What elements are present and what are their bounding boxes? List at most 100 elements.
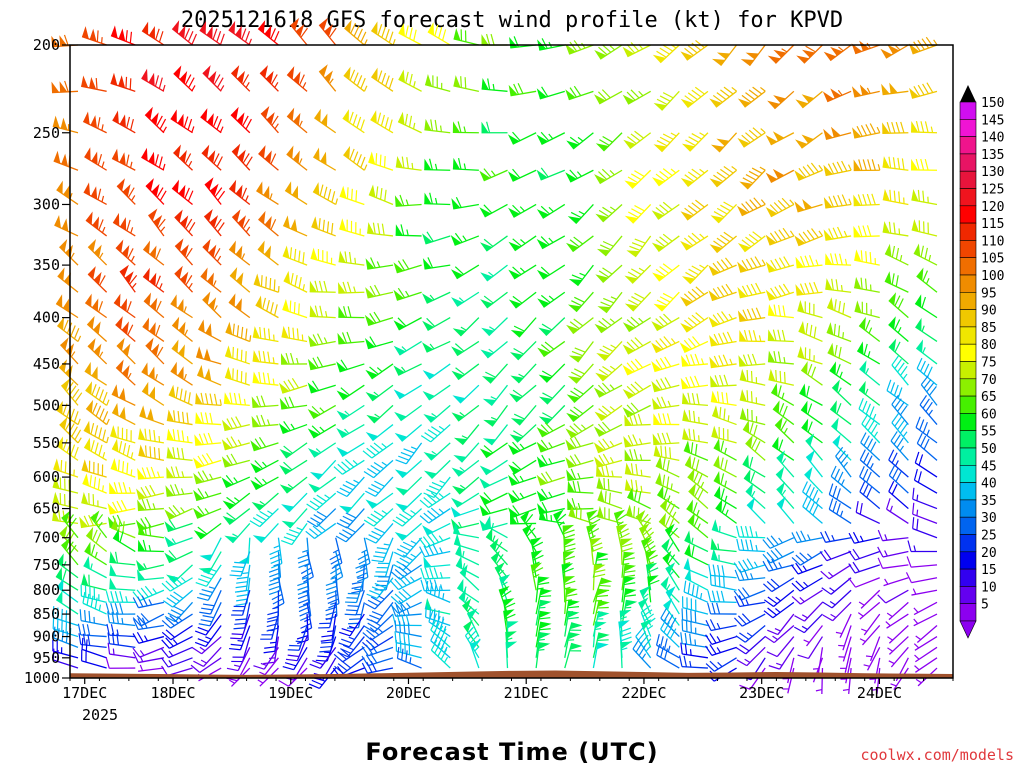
wind-barb: [538, 317, 566, 337]
wind-barb: [909, 82, 938, 99]
wind-barb: [452, 317, 480, 337]
wind-barb: [194, 613, 222, 636]
wind-barb: [290, 17, 308, 46]
y-tick-label: 350: [33, 256, 60, 274]
wind-barb: [161, 646, 193, 659]
wind-barb: [537, 291, 566, 308]
wind-barb: [713, 438, 737, 461]
wind-barb: [137, 498, 164, 512]
wind-barb: [430, 639, 451, 669]
colorbar-label: 70: [981, 373, 997, 388]
wind-barb: [859, 360, 881, 386]
wind-barb: [910, 158, 938, 171]
wind-barb: [621, 551, 636, 578]
wind-barb: [713, 485, 737, 510]
wind-barb: [622, 316, 652, 333]
wind-barb: [161, 575, 193, 592]
wind-barb: [452, 157, 479, 171]
wind-barb: [660, 618, 680, 648]
wind-barb: [776, 450, 795, 478]
wind-barb: [279, 396, 308, 410]
wind-barb: [318, 602, 337, 629]
wind-barb: [115, 239, 136, 266]
colorbar-swatch: [959, 361, 977, 380]
wind-barb: [202, 65, 225, 92]
wind-barb: [710, 374, 737, 388]
x-tick-label: 18DEC: [150, 684, 195, 702]
wind-barb: [624, 413, 651, 427]
wind-barb: [308, 333, 336, 347]
wind-barb: [880, 44, 909, 59]
wind-barb: [563, 576, 576, 603]
wind-barb: [684, 568, 709, 591]
wind-barb: [683, 440, 709, 461]
wind-barb: [139, 405, 165, 426]
wind-barb: [664, 523, 680, 552]
wind-barb: [201, 144, 223, 171]
wind-barb: [852, 123, 881, 139]
wind-barb: [195, 411, 222, 426]
x-tick-label: 21DEC: [504, 684, 549, 702]
wind-barb: [826, 322, 852, 343]
wind-barb: [713, 455, 737, 478]
colorbar-swatch: [959, 153, 977, 172]
wind-barb: [821, 577, 852, 595]
wind-barb: [371, 537, 394, 563]
wind-barb: [371, 67, 394, 92]
wind-barb: [800, 400, 823, 426]
wind-barb: [886, 379, 909, 406]
wind-barb: [653, 132, 680, 153]
wind-barb: [312, 182, 339, 206]
wind-barb: [621, 588, 637, 615]
colorbar-label: 75: [981, 356, 997, 371]
source-credit: coolwx.com/models: [860, 746, 1014, 764]
colorbar-label: 55: [981, 425, 997, 440]
wind-barb: [508, 264, 537, 280]
wind-barb: [451, 363, 480, 381]
wind-barb: [192, 505, 222, 519]
wind-barb: [913, 243, 938, 266]
wind-barb: [84, 147, 107, 171]
wind-barb: [641, 536, 656, 566]
wind-barb: [165, 483, 193, 497]
wind-barb: [627, 487, 651, 510]
wind-barb: [193, 488, 222, 502]
wind-barb: [765, 131, 795, 146]
wind-barb: [391, 563, 422, 580]
wind-barb: [823, 44, 852, 62]
wind-barb: [166, 409, 193, 426]
wind-barb: [796, 44, 823, 64]
wind-barb: [228, 240, 251, 266]
wind-barb: [267, 590, 280, 620]
wind-barb: [510, 363, 537, 384]
wind-barb: [453, 533, 480, 553]
wind-barb: [888, 465, 909, 494]
wind-barb: [481, 317, 508, 337]
wind-barb: [204, 177, 226, 205]
wind-barb: [111, 384, 136, 406]
wind-barb: [589, 537, 603, 565]
wind-barb: [626, 235, 652, 258]
wind-barb: [797, 300, 823, 319]
wind-barb: [680, 642, 709, 659]
wind-barb: [736, 197, 766, 217]
wind-barb: [536, 86, 565, 100]
colorbar-swatch: [959, 188, 977, 207]
y-tick-label: 450: [33, 355, 60, 373]
y-tick-label: 950: [33, 649, 60, 667]
wind-barb: [257, 20, 280, 46]
wind-barb: [733, 558, 766, 573]
wind-barb: [368, 151, 394, 171]
wind-barb: [368, 184, 394, 206]
wind-barb: [624, 291, 652, 312]
wind-barb: [594, 404, 623, 422]
wind-barb: [251, 492, 279, 511]
wind-barb: [530, 562, 544, 591]
wind-barb: [912, 487, 938, 510]
wind-barb: [86, 315, 108, 342]
wind-barb: [193, 453, 222, 469]
wind-barb: [822, 601, 852, 622]
wind-barb: [613, 509, 627, 538]
wind-barb: [553, 509, 567, 538]
wind-barb: [594, 168, 623, 185]
